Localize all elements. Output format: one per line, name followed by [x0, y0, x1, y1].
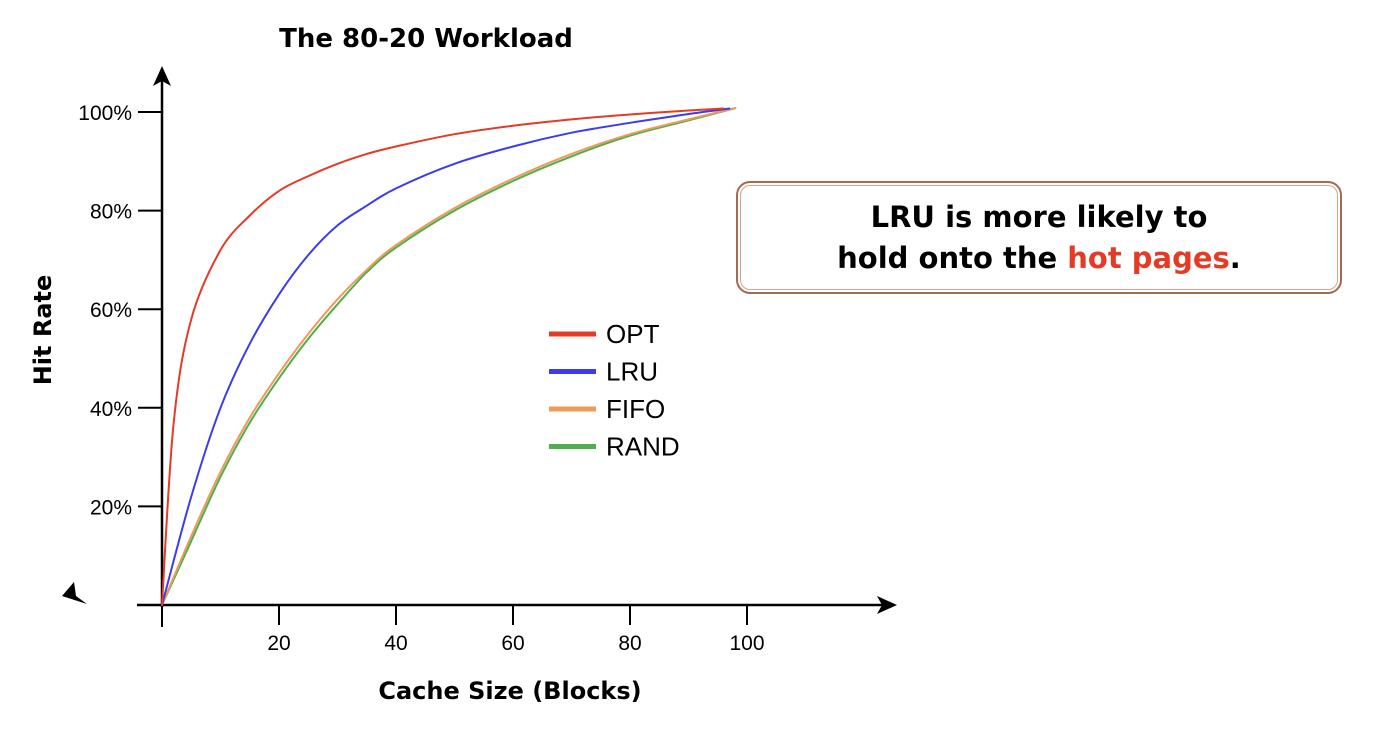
series-line-opt — [161, 107, 725, 606]
y-axis-arrow — [153, 66, 171, 86]
y-tick-label: 40% — [90, 398, 132, 421]
callout-prefix: hold onto the — [837, 240, 1068, 275]
y-axis-label: Hit Rate — [29, 275, 57, 386]
x-tick-label: 20 — [267, 632, 290, 655]
series-line-rand — [161, 107, 737, 606]
callout-suffix: . — [1229, 240, 1241, 275]
x-tick-label: 40 — [384, 632, 407, 655]
x-tick-label: 100 — [729, 632, 764, 655]
callout-line-1: LRU is more likely to — [870, 199, 1208, 234]
x-tick-label: 60 — [501, 632, 524, 655]
legend-label-lru: LRU — [606, 357, 658, 387]
callout-highlight: hot pages — [1067, 240, 1230, 275]
legend-label-fifo: FIFO — [606, 394, 665, 424]
y-tick-label: 80% — [90, 201, 132, 224]
legend-label-opt: OPT — [606, 319, 660, 349]
x-axis-arrow — [877, 596, 897, 614]
callout-box: LRU is more likely to hold onto the hot … — [736, 181, 1342, 294]
legend-label-rand: RAND — [606, 432, 680, 462]
y-tick-label: 60% — [90, 299, 132, 322]
legend: OPT LRU FIFO RAND — [549, 319, 680, 462]
axes — [62, 66, 897, 614]
callout-line-2: hold onto the hot pages. — [837, 238, 1241, 279]
y-tick-label: 100% — [78, 102, 132, 125]
x-tick-label: 80 — [618, 632, 641, 655]
series-line-fifo — [161, 107, 737, 606]
chart-title: The 80-20 Workload — [279, 24, 573, 54]
x-ticks: 20 40 60 80 100 — [161, 605, 765, 655]
y-ticks: 20% 40% 60% 80% 100% — [78, 102, 162, 519]
series-line-lru — [161, 107, 731, 606]
x-axis-label: Cache Size (Blocks) — [378, 677, 641, 705]
y-tick-label: 20% — [90, 496, 132, 519]
origin-arrow-mark — [62, 582, 87, 604]
series-lines — [161, 107, 737, 606]
